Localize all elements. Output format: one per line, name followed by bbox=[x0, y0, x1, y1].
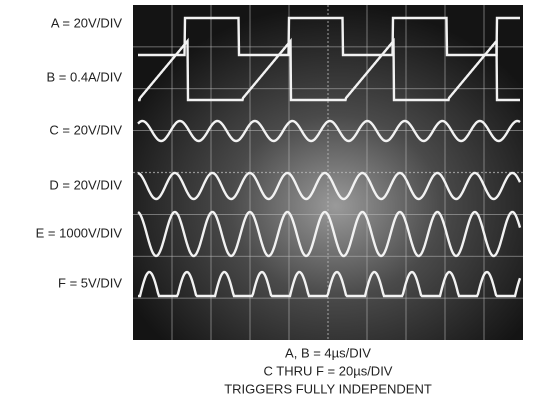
trace-c bbox=[137, 119, 521, 143]
trace-d bbox=[137, 171, 522, 201]
trace-f bbox=[138, 270, 522, 298]
trace-e bbox=[137, 210, 522, 258]
traces bbox=[137, 16, 522, 298]
caption-line: TRIGGERS FULLY INDEPENDENT bbox=[224, 381, 432, 396]
channel-label: B = 0.4A/DIV bbox=[46, 69, 122, 84]
caption-line: A, B = 4µs/DIV bbox=[285, 345, 371, 360]
channel-labels: A = 20V/DIV B = 0.4A/DIV C = 20V/DIV D = 20… bbox=[36, 15, 123, 290]
channel-label: A = 20V/DIV bbox=[51, 15, 123, 30]
caption: A, B = 4µs/DIV C THRU F = 20µs/DIV TRIGGER… bbox=[224, 345, 432, 396]
trace-b bbox=[138, 37, 520, 102]
channel-label: D = 20V/DIV bbox=[49, 177, 122, 192]
channel-label: E = 1000V/DIV bbox=[36, 225, 123, 240]
trace-a bbox=[138, 16, 520, 57]
channel-label: F = 5V/DIV bbox=[58, 275, 122, 290]
channel-label: C = 20V/DIV bbox=[49, 122, 122, 137]
caption-line: C THRU F = 20µs/DIV bbox=[264, 363, 393, 378]
